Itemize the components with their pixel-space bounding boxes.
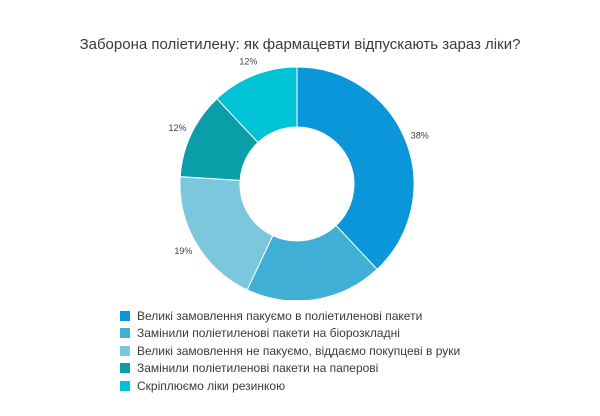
chart-title: Заборона поліетилену: як фармацевти відп… <box>79 36 521 53</box>
legend-label-0: Великі замовлення пакуємо в поліетиленов… <box>137 308 423 323</box>
chart-legend: Великі замовлення пакуємо в поліетиленов… <box>120 307 460 395</box>
slice-label-4: 12% <box>239 56 257 66</box>
slice-4[interactable] <box>216 66 298 144</box>
slice-label-0: 38% <box>411 130 429 140</box>
legend-item-3[interactable]: Замінили поліетиленові пакети на паперов… <box>120 360 460 378</box>
donut-chart: 38%19%19%12%12% <box>169 56 429 300</box>
slice-0[interactable] <box>296 66 415 270</box>
legend-swatch-3 <box>120 363 130 374</box>
legend-swatch-0 <box>120 310 130 321</box>
legend-item-1[interactable]: Замінили поліетиленові пакети на біорозк… <box>120 325 460 343</box>
legend-label-4: Скріплюємо ліки резинкою <box>137 378 286 393</box>
legend-label-3: Замінили поліетиленові пакети на паперов… <box>137 361 379 376</box>
legend-label-2: Великі замовлення не пакуємо, віддаємо п… <box>137 343 461 358</box>
legend-item-4[interactable]: Скріплюємо ліки резинкою <box>120 377 460 395</box>
slice-label-2: 19% <box>174 246 192 256</box>
slice-label-3: 12% <box>169 123 187 133</box>
legend-swatch-1 <box>120 328 130 339</box>
legend-label-1: Замінили поліетиленові пакети на біорозк… <box>137 326 400 341</box>
legend-item-2[interactable]: Великі замовлення не пакуємо, віддаємо п… <box>120 342 460 360</box>
legend-swatch-4 <box>120 380 130 391</box>
legend-item-0[interactable]: Великі замовлення пакуємо в поліетиленов… <box>120 307 460 325</box>
legend-swatch-2 <box>120 345 130 356</box>
slice-2[interactable] <box>179 176 274 291</box>
slice-1[interactable] <box>246 224 378 300</box>
